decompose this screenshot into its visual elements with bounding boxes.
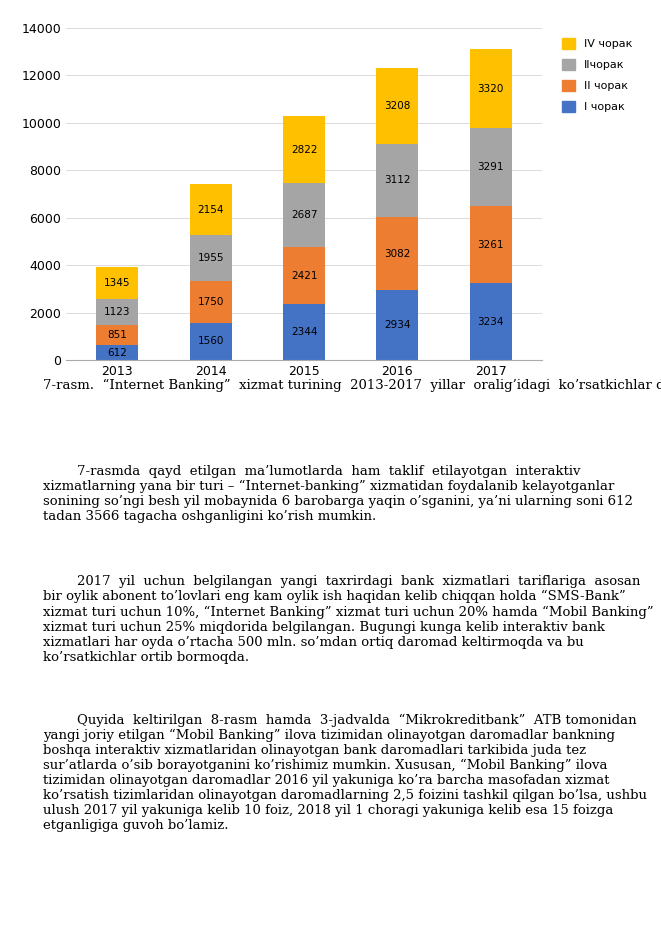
Text: 1345: 1345 bbox=[104, 278, 131, 288]
Bar bbox=[97, 298, 138, 325]
Bar bbox=[376, 144, 418, 217]
Bar bbox=[470, 128, 512, 206]
Text: 3234: 3234 bbox=[477, 317, 504, 326]
Bar bbox=[190, 281, 232, 323]
Bar bbox=[190, 184, 232, 235]
Text: 3261: 3261 bbox=[477, 239, 504, 250]
Text: 7-rasmda  qayd  etilgan  ma’lumotlarda  ham  taklif  etilayotgan  interaktiv xiz: 7-rasmda qayd etilgan ma’lumotlarda ham … bbox=[43, 465, 633, 523]
Text: 2154: 2154 bbox=[198, 205, 224, 215]
Text: 1750: 1750 bbox=[198, 297, 224, 308]
Bar bbox=[470, 50, 512, 128]
Text: 3208: 3208 bbox=[384, 101, 410, 110]
Bar bbox=[190, 235, 232, 281]
Bar bbox=[97, 266, 138, 298]
Bar bbox=[376, 291, 418, 360]
Bar bbox=[283, 116, 325, 183]
Text: 3291: 3291 bbox=[477, 162, 504, 172]
Bar bbox=[470, 283, 512, 360]
Bar bbox=[470, 206, 512, 283]
Bar bbox=[283, 183, 325, 247]
Text: 3320: 3320 bbox=[477, 83, 504, 94]
Text: 2687: 2687 bbox=[291, 210, 317, 220]
Text: 1123: 1123 bbox=[104, 307, 131, 317]
Text: 2017  yil  uchun  belgilangan  yangi  taxrirdagi  bank  xizmatlari  tariflariga : 2017 yil uchun belgilangan yangi taxrird… bbox=[43, 575, 654, 664]
Text: 2934: 2934 bbox=[384, 320, 410, 330]
Text: 3112: 3112 bbox=[384, 176, 410, 185]
Legend: IV чорак, IIчорак, II чорак, I чорак: IV чорак, IIчорак, II чорак, I чорак bbox=[557, 34, 637, 117]
Bar bbox=[97, 325, 138, 345]
Bar bbox=[283, 305, 325, 360]
Bar bbox=[376, 67, 418, 144]
Bar bbox=[97, 345, 138, 360]
Text: 2344: 2344 bbox=[291, 327, 317, 338]
Text: Quyida  keltirilgan  8-rasm  hamda  3-jadvalda  “Mikrokreditbank”  ATB tomonidan: Quyida keltirilgan 8-rasm hamda 3-jadval… bbox=[43, 713, 647, 832]
Text: 2822: 2822 bbox=[291, 145, 317, 155]
Bar bbox=[376, 217, 418, 291]
Text: 2421: 2421 bbox=[291, 271, 317, 280]
Text: 851: 851 bbox=[108, 330, 128, 340]
Text: 1955: 1955 bbox=[198, 253, 224, 264]
Text: 3082: 3082 bbox=[384, 249, 410, 259]
Text: 612: 612 bbox=[108, 348, 128, 358]
Text: 1560: 1560 bbox=[198, 337, 224, 347]
Bar bbox=[190, 323, 232, 360]
Bar bbox=[283, 247, 325, 305]
Text: 7-rasm.  “Internet Banking”  xizmat turining  2013-2017  yillar  oralig’idagi  k: 7-rasm. “Internet Banking” xizmat turini… bbox=[43, 379, 661, 392]
